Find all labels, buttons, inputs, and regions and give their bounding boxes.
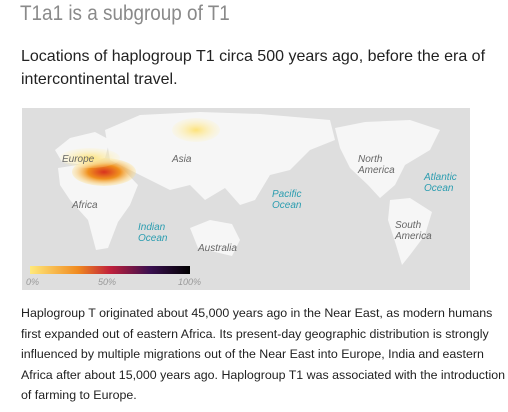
- map-label: Australia: [197, 243, 237, 254]
- title: T1a1 is a subgroup of T1: [20, 2, 230, 25]
- map-label: South America: [394, 220, 432, 242]
- legend-label: 0%: [26, 277, 39, 287]
- map: Europe Asia Africa North America South Ame…: [22, 108, 470, 290]
- map-label: Africa: [71, 200, 98, 211]
- paragraph: Haplogroup T originated about 45,000 yea…: [21, 306, 505, 402]
- legend-label: 100%: [178, 277, 201, 287]
- heat-region: [60, 148, 120, 168]
- map-label: Atlantic Ocean: [423, 172, 457, 194]
- heat-region: [172, 118, 220, 142]
- subtitle: Locations of haplogroup T1 circa 500 yea…: [21, 48, 486, 88]
- map-label: Europe: [62, 154, 95, 165]
- map-label: North America: [357, 154, 395, 176]
- land: [55, 112, 440, 265]
- legend-gradient: [30, 266, 190, 274]
- map-label: Asia: [171, 154, 192, 165]
- legend-label: 50%: [98, 277, 116, 287]
- map-label: Indian Ocean: [138, 222, 168, 244]
- map-label: Pacific Ocean: [272, 189, 302, 211]
